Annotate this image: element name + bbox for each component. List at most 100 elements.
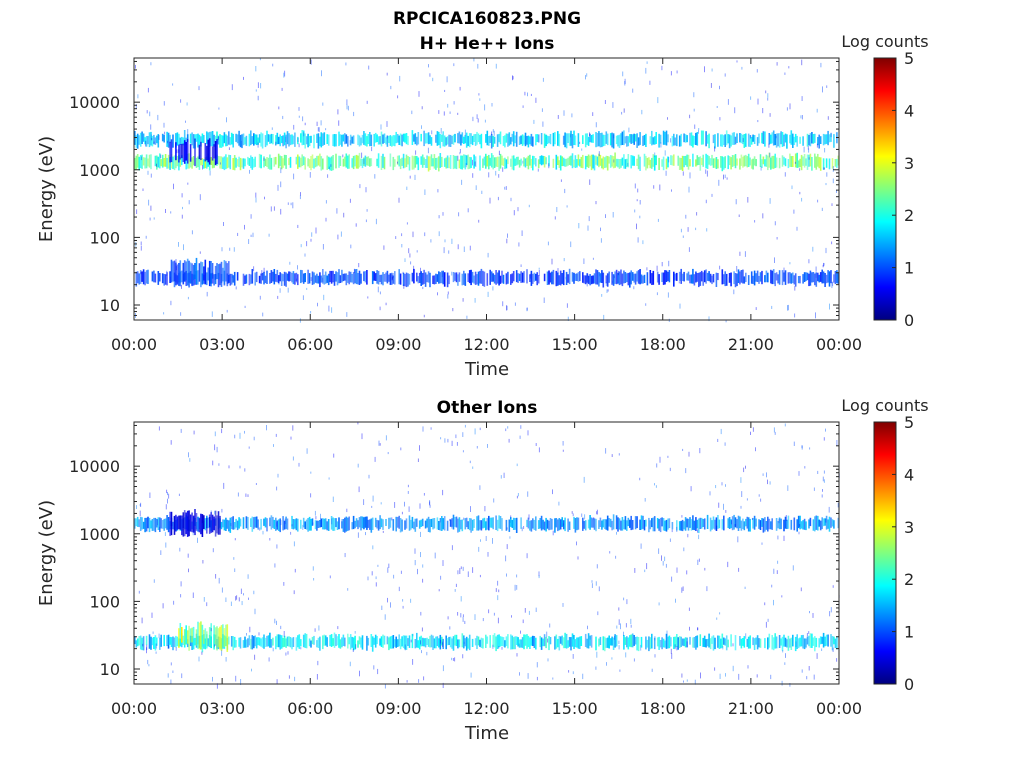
band-cell [164, 154, 167, 167]
band-cell [819, 272, 822, 282]
band-cell [377, 136, 380, 145]
speckle [442, 682, 444, 688]
band-cell [640, 636, 643, 648]
speckle [375, 218, 377, 225]
band-cell [377, 520, 380, 531]
band-cell [178, 263, 180, 286]
band-cell [241, 158, 243, 168]
band-cell [269, 517, 271, 527]
band-cell [811, 633, 813, 648]
band-cell [186, 139, 189, 164]
band-cell [244, 137, 246, 145]
speckle [217, 136, 219, 141]
band-cell [507, 156, 509, 165]
band-cell [821, 636, 823, 644]
band-cell [311, 271, 314, 285]
band-cell [618, 134, 621, 148]
band-cell [598, 520, 600, 529]
band-cell [700, 157, 703, 166]
band-cell [320, 132, 323, 148]
band-cell [747, 133, 750, 147]
speckle [151, 137, 153, 141]
speckle [516, 495, 518, 499]
band-cell [382, 519, 384, 530]
band-cell [191, 512, 193, 533]
band-cell [645, 636, 647, 650]
band-cell [507, 271, 509, 284]
band-cell [385, 137, 387, 145]
band-cell [620, 133, 622, 146]
band-cell [449, 519, 452, 527]
band-cell [166, 131, 168, 147]
band-cell [327, 156, 330, 169]
band-cell [341, 637, 343, 648]
speckle [417, 458, 419, 462]
speckle [293, 124, 295, 130]
speckle [157, 114, 159, 121]
speckle [236, 595, 238, 600]
speckle [443, 247, 445, 254]
speckle [731, 520, 732, 525]
speckle [429, 501, 431, 506]
band-cell [266, 270, 268, 284]
speckle [390, 602, 391, 608]
speckle [694, 124, 696, 129]
band-cell [448, 275, 450, 285]
band-cell [761, 132, 763, 144]
speckle [142, 188, 144, 191]
speckle [524, 140, 526, 146]
speckle [524, 91, 526, 96]
band-cell [438, 271, 440, 284]
band-cell [297, 518, 299, 532]
speckle [484, 104, 486, 111]
band-cell [363, 517, 365, 530]
band-cell [592, 154, 594, 169]
speckle [455, 434, 457, 439]
band-cell [571, 134, 574, 149]
speckle [556, 207, 558, 213]
band-cell [329, 634, 331, 647]
speckle [380, 124, 382, 130]
band-cell [424, 520, 427, 529]
band-cell [559, 270, 562, 286]
band-cell [320, 275, 323, 283]
band-cell [568, 133, 571, 146]
band-cell [277, 153, 280, 169]
speckle [686, 679, 688, 682]
band-cell [705, 269, 707, 284]
speckle [592, 112, 594, 116]
band-cell [683, 156, 685, 168]
band-cell [348, 271, 350, 285]
band-cell [465, 636, 468, 651]
speckle [155, 651, 157, 654]
speckle [447, 616, 449, 620]
band-cell [598, 638, 600, 647]
speckle [253, 590, 255, 595]
speckle [668, 157, 670, 163]
speckle [255, 197, 257, 203]
band-cell [733, 132, 735, 145]
speckle [640, 644, 642, 651]
speckle [832, 166, 834, 172]
speckle [338, 120, 340, 126]
band-cell [570, 637, 572, 651]
speckle [229, 247, 231, 251]
band-cell [446, 272, 449, 288]
band-cell [737, 269, 740, 283]
band-cell [570, 130, 572, 146]
band-cell [617, 517, 619, 532]
band-cell [251, 269, 254, 284]
speckle [387, 597, 388, 603]
speckle [285, 652, 287, 656]
speckle [822, 86, 823, 93]
band-cell [746, 516, 749, 529]
speckle [189, 458, 191, 462]
band-cell [449, 134, 452, 147]
band-cell [338, 155, 340, 168]
speckle [767, 97, 769, 101]
band-cell [784, 158, 787, 167]
speckle [597, 611, 599, 616]
band-cell [219, 515, 221, 535]
band-cell [175, 155, 177, 169]
band-cell [828, 516, 831, 532]
